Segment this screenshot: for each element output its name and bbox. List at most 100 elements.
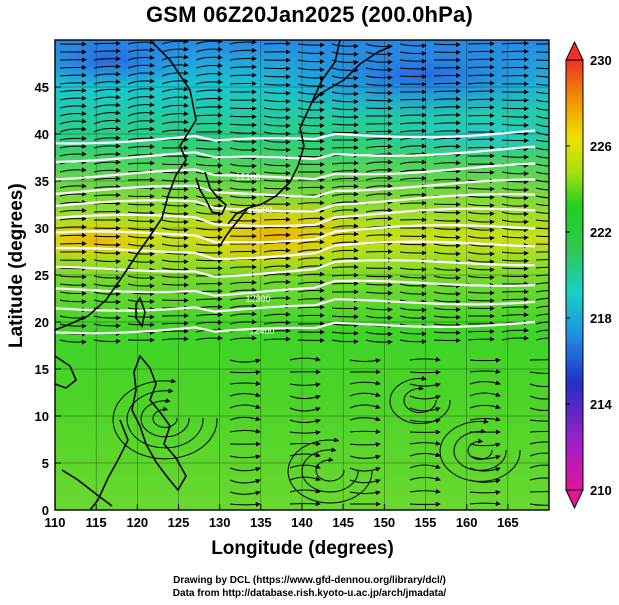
streamline — [297, 138, 325, 144]
streamline — [161, 186, 189, 192]
streamline — [127, 160, 155, 166]
streamline — [467, 104, 495, 110]
streamline — [229, 479, 261, 484]
streamline — [365, 183, 393, 189]
height-contour — [55, 320, 536, 335]
streamline — [93, 102, 121, 109]
colorbar-label: 230 — [590, 53, 612, 68]
height-contour — [55, 145, 536, 164]
streamline — [93, 167, 121, 173]
x-tick-label: 135 — [250, 515, 272, 530]
streamline — [289, 382, 321, 388]
streamline — [433, 72, 461, 78]
streamline — [349, 429, 381, 435]
streamline — [297, 255, 325, 261]
height-contour — [55, 178, 536, 198]
streamline — [501, 203, 529, 209]
streamline — [59, 207, 87, 213]
streamline — [127, 94, 155, 101]
streamline — [229, 72, 257, 78]
streamline — [297, 75, 325, 81]
streamline — [263, 186, 291, 192]
streamline — [297, 123, 325, 129]
streamline — [263, 90, 291, 96]
streamline — [161, 274, 189, 280]
streamline — [289, 407, 321, 412]
streamline — [409, 464, 441, 469]
streamline — [127, 218, 155, 224]
streamline — [433, 267, 461, 273]
streamline — [409, 382, 441, 388]
streamline — [331, 106, 359, 112]
streamline — [59, 143, 87, 149]
colorbar: 210 214 218 222 226 230 — [565, 40, 612, 510]
streamline — [469, 442, 501, 448]
streamline — [93, 184, 121, 190]
streamline — [195, 296, 223, 302]
streamline — [409, 369, 441, 375]
streamline — [529, 383, 549, 388]
streamline — [229, 130, 257, 136]
streamline — [501, 335, 529, 341]
streamline — [365, 215, 393, 221]
height-contour — [55, 207, 536, 228]
colorbar-label: 210 — [590, 483, 612, 498]
streamline — [433, 251, 461, 257]
streamline — [349, 490, 381, 496]
streamline — [127, 86, 155, 93]
streamline — [289, 441, 321, 447]
contour-label: 12200 — [247, 205, 272, 215]
streamline — [93, 338, 121, 344]
streamline — [433, 314, 461, 320]
streamline — [229, 295, 257, 301]
streamline — [467, 298, 495, 304]
streamline — [161, 227, 189, 233]
streamline — [535, 115, 549, 120]
streamline — [433, 218, 461, 224]
streamline — [331, 330, 359, 336]
streamline — [365, 307, 393, 313]
streamline — [501, 219, 529, 225]
streamline — [399, 331, 427, 337]
streamline — [331, 199, 359, 205]
streamline — [127, 243, 155, 249]
streamline — [59, 151, 87, 157]
streamline — [161, 203, 189, 209]
streamline — [467, 80, 495, 86]
height-contour — [55, 259, 536, 279]
streamline — [399, 242, 427, 248]
streamline — [161, 127, 189, 133]
streamline — [229, 187, 257, 193]
streamline — [297, 107, 325, 113]
streamline-eddy — [389, 375, 451, 425]
streamline — [399, 283, 427, 289]
streamline — [331, 339, 359, 345]
streamline — [331, 256, 359, 262]
streamline — [501, 122, 529, 128]
streamline — [93, 56, 121, 62]
streamline — [263, 139, 291, 145]
streamline — [263, 328, 291, 334]
streamline — [161, 320, 189, 326]
cold-region-west — [55, 40, 200, 90]
streamline — [365, 331, 393, 337]
streamline — [263, 279, 291, 285]
colorbar-label: 214 — [590, 397, 612, 412]
streamline — [263, 40, 291, 46]
streamline — [297, 67, 325, 73]
streamline — [229, 264, 257, 270]
streamline — [501, 312, 529, 318]
streamline — [93, 143, 121, 149]
streamline — [263, 271, 291, 277]
streamline — [529, 477, 549, 481]
streamline — [263, 131, 291, 137]
streamline — [195, 242, 223, 248]
y-tick-label: 20 — [35, 315, 49, 330]
streamline — [59, 135, 87, 141]
streamline — [161, 40, 189, 45]
streamline — [331, 83, 359, 89]
streamline — [229, 466, 261, 472]
streamline — [229, 47, 257, 53]
colorbar-top-arrow — [565, 40, 584, 61]
streamline — [365, 67, 393, 73]
